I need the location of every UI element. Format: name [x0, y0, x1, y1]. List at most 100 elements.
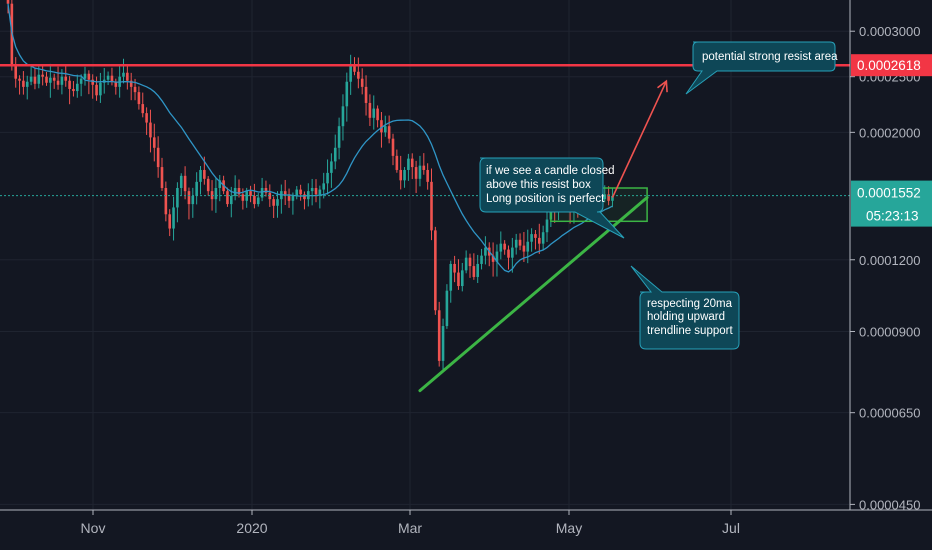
candle-body: [114, 81, 118, 87]
candle-body: [18, 78, 21, 81]
candle-body: [422, 165, 426, 170]
annotation-resist-area[interactable]: potential strong resist area: [685, 41, 838, 95]
y-tick-label: 0.0000900: [859, 325, 920, 340]
candle-body: [464, 257, 468, 271]
candle-body: [249, 191, 252, 196]
candle-body: [126, 72, 129, 81]
projection-arrow-shaft: [611, 80, 668, 198]
candle-body: [441, 326, 445, 361]
candle-body: [395, 155, 399, 170]
y-tick-label: 0.0000650: [859, 406, 920, 421]
candle-body: [56, 80, 60, 85]
annotation-resist-area-text: potential strong resist area: [702, 51, 838, 63]
x-tick-label: Mar: [398, 520, 422, 536]
annotation-candle-close-line1: if we see a candle closed: [486, 165, 615, 177]
candle-body: [476, 263, 479, 277]
candle-body: [141, 104, 145, 114]
candle-body: [64, 76, 68, 81]
candle-body: [260, 188, 264, 198]
candle-body: [52, 77, 56, 81]
candle-body: [129, 80, 133, 87]
candle-body: [87, 73, 91, 80]
candle-body: [168, 214, 171, 229]
candle-body: [530, 234, 533, 242]
candle-body: [191, 195, 195, 205]
price-axis[interactable]: 0.00030000.00025000.00020000.00012000.00…: [850, 24, 920, 512]
candle-body: [333, 147, 337, 162]
candle-body: [461, 270, 464, 287]
candle-body: [153, 137, 156, 148]
candle-body: [253, 195, 256, 205]
candle-body: [187, 191, 191, 205]
candle-body: [172, 207, 175, 229]
annotation-20ma[interactable]: respecting 20ma holding upward trendline…: [630, 265, 740, 350]
candle-body: [434, 230, 437, 311]
annotation-20ma-line1: respecting 20ma: [647, 298, 733, 310]
candle-body: [241, 194, 245, 201]
candle-body: [611, 195, 614, 201]
candle-body: [283, 191, 287, 195]
bar-countdown-label: 05:23:13: [866, 209, 919, 224]
candle-body: [337, 126, 341, 148]
candle-body: [403, 169, 406, 181]
candle-body: [526, 241, 530, 252]
candle-body: [503, 243, 506, 250]
candle-body: [230, 195, 233, 205]
candle-body: [491, 255, 495, 262]
annotation-20ma-line2: holding upward: [647, 311, 725, 323]
candle-body: [391, 138, 395, 156]
candle-body: [318, 189, 322, 195]
candle-body: [29, 76, 33, 82]
resistance-price-badge: 0.0002618: [851, 54, 932, 77]
resistance-price-label: 0.0002618: [857, 58, 921, 73]
annotation-candle-close-line2: above this resist box: [486, 179, 591, 191]
candle-body: [468, 257, 472, 267]
candle-body: [276, 199, 279, 206]
current-price-badge: 0.0001552 05:23:13: [851, 180, 932, 227]
candle-body: [314, 188, 318, 195]
candle-body: [453, 263, 456, 273]
candle-body: [22, 80, 25, 87]
candle-body: [106, 75, 110, 80]
candle-body: [37, 74, 41, 84]
candle-body: [499, 243, 503, 252]
candle-body: [226, 191, 229, 205]
candle-body: [534, 234, 537, 238]
candle-body: [287, 194, 291, 201]
candle-body: [49, 77, 52, 83]
candle-body: [372, 108, 376, 118]
candle-body: [164, 188, 168, 215]
candle-body: [437, 310, 441, 361]
candle-body: [179, 175, 183, 189]
candle-body: [360, 78, 364, 87]
candle-body: [353, 64, 356, 72]
candle-body: [122, 72, 125, 77]
candle-body: [303, 194, 306, 200]
candle-body: [364, 86, 368, 103]
candle-body: [357, 71, 360, 79]
time-axis[interactable]: Nov 2020 Mar May Jul: [81, 510, 740, 536]
x-tick-label: May: [556, 520, 582, 536]
candle-body: [376, 108, 379, 121]
candle-body: [603, 194, 607, 200]
candle-body: [480, 255, 483, 264]
candle-body: [14, 64, 17, 79]
candle-body: [299, 189, 302, 195]
grid: [0, 0, 850, 510]
candle-body: [449, 263, 453, 291]
candle-body: [522, 245, 526, 252]
annotation-20ma-line3: trendline support: [647, 325, 733, 337]
projection-arrow-head: [657, 79, 668, 93]
annotation-candle-close[interactable]: if we see a candle closed above this res…: [479, 157, 625, 239]
candle-body: [545, 219, 549, 233]
candle-body: [418, 165, 422, 179]
candle-body: [368, 102, 372, 118]
candle-body: [310, 188, 314, 192]
candle-body: [176, 188, 179, 208]
projection-arrow[interactable]: [611, 79, 668, 198]
ma20-line: [7, 3, 613, 273]
candle-body: [45, 76, 48, 83]
current-price-label: 0.0001552: [857, 186, 921, 201]
candle-body: [214, 188, 218, 200]
